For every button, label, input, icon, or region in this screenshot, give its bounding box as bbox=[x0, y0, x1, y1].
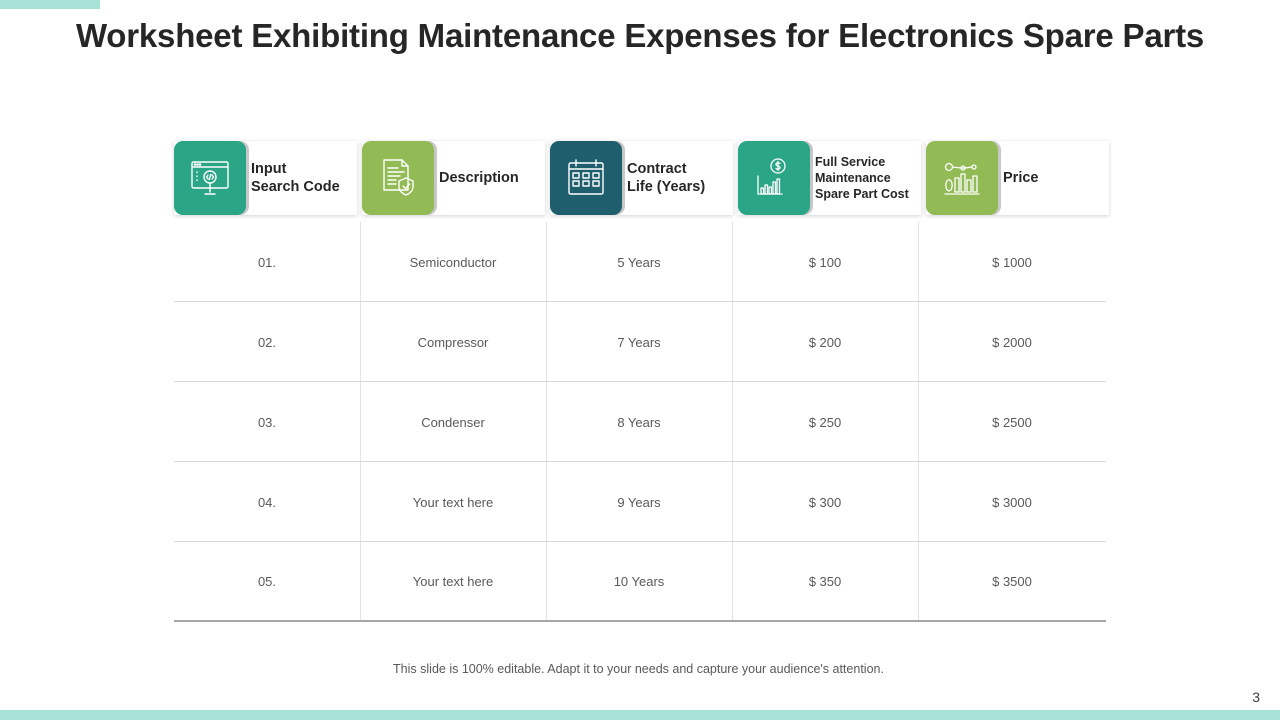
code-cell: 03. bbox=[257, 414, 277, 430]
column-label: Price bbox=[1003, 170, 1039, 186]
column-divider bbox=[546, 222, 547, 620]
row-divider bbox=[174, 301, 1106, 302]
column-header-description: Description bbox=[362, 141, 545, 215]
slide-title: Worksheet Exhibiting Maintenance Expense… bbox=[75, 17, 1205, 54]
document-shield-icon bbox=[362, 141, 434, 215]
column-label: Description bbox=[439, 170, 519, 186]
contract-life-cell: 9 Years bbox=[617, 494, 661, 510]
money-growth-icon bbox=[926, 141, 998, 215]
maintenance-cost-cell: $ 100 bbox=[808, 254, 842, 270]
contract-life-cell: 5 Years bbox=[617, 254, 661, 270]
maintenance-cost-cell: $ 350 bbox=[808, 573, 842, 589]
description-cell: Your text here bbox=[412, 573, 494, 589]
code-cell: 05. bbox=[257, 573, 277, 589]
contract-life-cell: 10 Years bbox=[613, 573, 665, 589]
column-divider bbox=[732, 222, 733, 620]
description-cell: Compressor bbox=[417, 334, 489, 350]
top-accent-bar bbox=[0, 0, 100, 9]
maintenance-cost-cell: $ 300 bbox=[808, 494, 842, 510]
column-header-maintenance-cost: Full Service Maintenance Spare Part Cost bbox=[738, 141, 921, 215]
price-cell: $ 3500 bbox=[992, 573, 1032, 589]
calendar-icon bbox=[550, 141, 622, 215]
code-cell: 04. bbox=[257, 494, 277, 510]
description-cell: Condenser bbox=[421, 414, 485, 430]
column-divider bbox=[360, 222, 361, 620]
price-cell: $ 2500 bbox=[992, 414, 1032, 430]
description-cell: Your text here bbox=[412, 494, 494, 510]
price-cell: $ 3000 bbox=[992, 494, 1032, 510]
column-header-contract-life: Contract Life (Years) bbox=[550, 141, 733, 215]
column-header-price: Price bbox=[926, 141, 1109, 215]
price-cell: $ 1000 bbox=[992, 254, 1032, 270]
contract-life-cell: 7 Years bbox=[617, 334, 661, 350]
maintenance-cost-cell: $ 250 bbox=[808, 414, 842, 430]
column-label: Contract Life (Years) bbox=[627, 161, 706, 195]
contract-life-cell: 8 Years bbox=[617, 414, 661, 430]
price-cell: $ 2000 bbox=[992, 334, 1032, 350]
footer-note: This slide is 100% editable. Adapt it to… bbox=[393, 662, 884, 676]
code-cell: 02. bbox=[257, 334, 277, 350]
code-cell: 01. bbox=[257, 254, 277, 270]
row-divider bbox=[174, 461, 1106, 462]
bottom-accent-band bbox=[0, 710, 1280, 720]
maintenance-cost-cell: $ 200 bbox=[808, 334, 842, 350]
description-cell: Semiconductor bbox=[409, 254, 497, 270]
code-search-icon bbox=[174, 141, 246, 215]
row-divider bbox=[174, 541, 1106, 542]
table-bottom-border bbox=[174, 620, 1106, 622]
dollar-chart-icon bbox=[738, 141, 810, 215]
column-header-search-code: Input Search Code bbox=[174, 141, 357, 215]
column-label: Input Search Code bbox=[251, 161, 340, 195]
page-number: 3 bbox=[1252, 689, 1260, 705]
column-label: Full Service Maintenance Spare Part Cost bbox=[815, 155, 909, 201]
column-divider bbox=[918, 222, 919, 620]
row-divider bbox=[174, 381, 1106, 382]
